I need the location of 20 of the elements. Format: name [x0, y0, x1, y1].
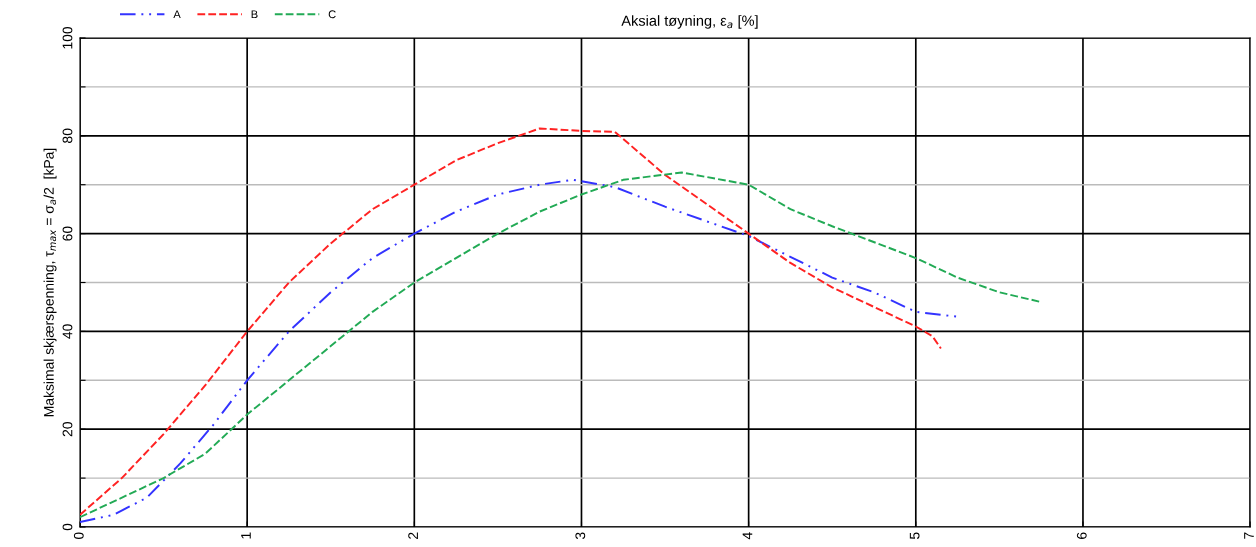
x-tick-label: 7 — [1244, 532, 1254, 539]
legend-label: B — [251, 10, 258, 19]
x-tick-label: 3 — [575, 532, 586, 540]
x-tick-label: 0 — [73, 532, 84, 540]
legend-label: A — [173, 10, 181, 19]
line-series — [80, 127, 942, 516]
x-tick-label: 2 — [408, 532, 418, 539]
x-tick-label: 1 — [241, 532, 251, 539]
y-tick-label: 40 — [62, 324, 73, 339]
y-tick-label: 0 — [62, 523, 73, 531]
y-tick-label: 80 — [62, 128, 73, 143]
x-tick-label: 6 — [1076, 532, 1087, 539]
y-axis-title: Maksimal skjærspenning, τ$_{max}$ = σ$_{a}$/2 [kPa] — [43, 148, 57, 417]
y-tick-label: 20 — [62, 422, 73, 437]
legend-label: C — [328, 10, 336, 19]
chart-title: Aksial tøyning, ε$_{a}$ [%] — [621, 15, 758, 29]
x-tick-label: 5 — [909, 532, 920, 540]
y-tick-label: 100 — [62, 26, 73, 49]
y-tick-label: 60 — [62, 226, 73, 241]
x-tick-label: 4 — [742, 532, 753, 540]
